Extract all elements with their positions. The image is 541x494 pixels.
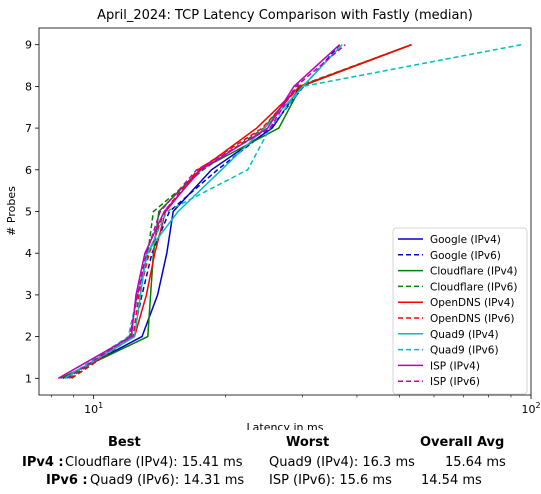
series-line-quad9-ipv4 [64,44,343,379]
y-tick-label: 3 [25,289,32,302]
row-label-ipv6: IPv6 : [46,473,88,488]
ipv4-best: Cloudflare (IPv4): 15.41 ms [65,455,243,470]
y-tick-label: 1 [25,372,32,385]
legend-label-cloudflare-ipv4: Cloudflare (IPv4) [430,266,517,278]
ipv4-avg: 15.64 ms [445,455,506,470]
summary-table: Best Worst Overall Avg IPv4 : Cloudflare… [0,430,541,494]
x-axis-label: Latency in ms [247,421,324,430]
series-line-opendns-ipv6 [71,43,412,379]
ipv4-worst: Quad9 (IPv4): 16.3 ms [269,455,415,470]
legend-label-opendns-ipv6: OpenDNS (IPv6) [430,313,515,325]
y-axis-ticks: 1 2 3 4 5 6 7 8 9 [25,39,39,385]
y-axis-label: # Probes [5,186,18,236]
y-tick-label: 9 [25,39,32,52]
y-tick-label: 2 [25,331,32,344]
latency-chart: April_2024: TCP Latency Comparison with … [5,8,541,430]
legend-label-isp-ipv4: ISP (IPv4) [430,360,480,372]
series-line-cloudflare-ipv6 [68,43,412,379]
legend-label-cloudflare-ipv6: Cloudflare (IPv6) [430,281,517,293]
legend-label-isp-ipv6: ISP (IPv6) [430,376,480,388]
y-tick-label: 8 [25,80,32,93]
series-line-isp-ipv6 [66,44,346,379]
y-tick-label: 5 [25,206,32,219]
legend-box [392,227,528,395]
y-tick-label: 6 [25,164,32,177]
header-overall-avg: Overall Avg [420,435,505,450]
legend-label-opendns-ipv4: OpenDNS (IPv4) [430,297,515,309]
series-line-opendns-ipv4 [64,43,412,379]
legend: Google (IPv4) Google (IPv6) Cloudflare (IP… [392,227,528,395]
plot-lines [57,43,522,379]
legend-label-google-ipv4: Google (IPv4) [430,234,501,246]
x-tick-label: 101 [84,401,103,416]
header-best: Best [108,435,141,450]
y-tick-label: 7 [25,122,32,135]
ipv6-worst: ISP (IPv6): 15.6 ms [269,473,392,488]
series-line-cloudflare-ipv4 [60,43,412,379]
legend-label-google-ipv6: Google (IPv6) [430,250,501,262]
header-worst: Worst [286,435,330,450]
x-axis-ticks: 101 102 [50,395,541,416]
x-tick-label: 102 [521,401,540,416]
series-line-quad9-ipv6 [64,43,522,379]
legend-label-quad9-ipv6: Quad9 (IPv6) [430,345,499,357]
series-line-google-ipv6 [71,44,341,379]
ipv6-avg: 14.54 ms [421,473,482,488]
legend-label-quad9-ipv4: Quad9 (IPv4) [430,329,499,341]
chart-title: April_2024: TCP Latency Comparison with … [97,8,473,23]
row-label-ipv4: IPv4 : [22,455,64,470]
ipv6-best: Quad9 (IPv6): 14.31 ms [90,473,245,488]
y-tick-label: 4 [25,247,32,260]
series-line-google-ipv4 [62,43,412,379]
